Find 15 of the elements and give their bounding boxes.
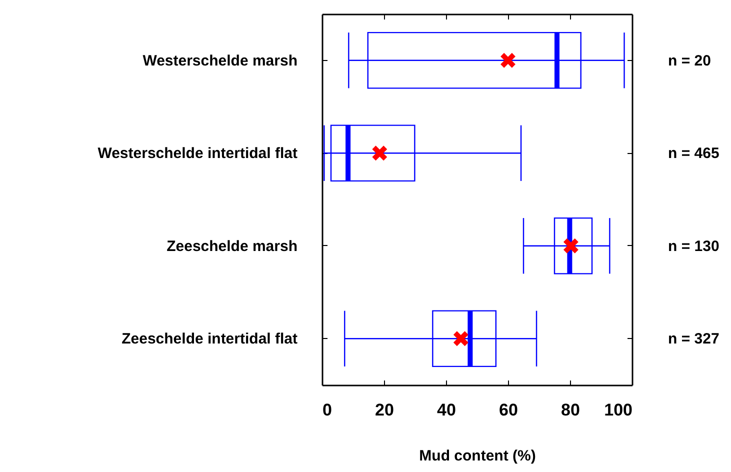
- text: n = 465: [668, 145, 720, 162]
- y-tick-label: Westerschelde intertidal flat: [98, 145, 298, 162]
- y-tick-label: Zeeschelde marsh: [166, 238, 298, 255]
- x-tick-label: 60: [499, 400, 518, 420]
- x-tick-label: 100: [604, 400, 632, 420]
- x-tick-label: 40: [437, 400, 456, 420]
- text: n = 130: [668, 238, 720, 255]
- x-tick-label: 80: [561, 400, 580, 420]
- text: n = 20: [668, 52, 711, 70]
- text: n = 327: [668, 330, 720, 348]
- x-axis-title: Mud content (%): [419, 448, 536, 464]
- y-tick-label: Zeeschelde intertidal flat: [122, 330, 298, 348]
- y-tick-label: Westerschelde marsh: [142, 52, 298, 70]
- x-tick-label: 0: [322, 400, 332, 420]
- x-tick-label: 20: [375, 400, 394, 420]
